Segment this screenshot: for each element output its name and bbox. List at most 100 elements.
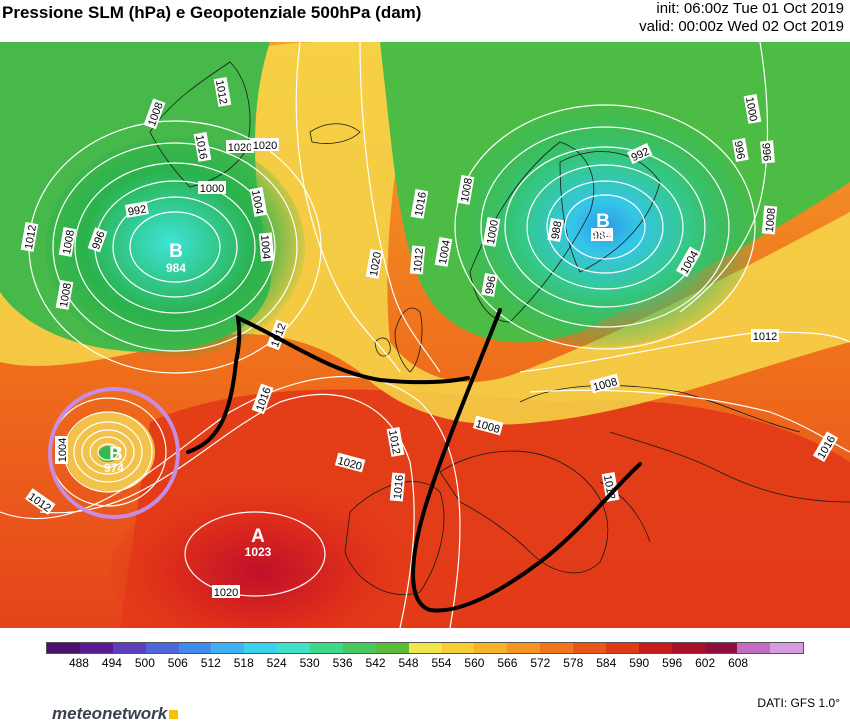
colorbar-segment (770, 643, 804, 653)
highlight-circle (48, 387, 180, 519)
isobar-label: 1004 (57, 438, 69, 462)
colorbar-segment (342, 643, 376, 653)
colorbar (46, 642, 804, 654)
colorbar-segment (178, 643, 212, 653)
colorbar-label: 566 (497, 656, 518, 670)
logo-text: meteonetwork (52, 704, 168, 723)
colorbar-label: 536 (332, 656, 353, 670)
isobar-label: 992 (127, 203, 147, 218)
isobar-label: 1016 (392, 474, 406, 499)
colorbar-segment (573, 643, 606, 653)
colorbar-segment (47, 643, 80, 653)
colorbar-label: 500 (134, 656, 155, 670)
logo-square-icon (169, 710, 179, 719)
isobar-label: 1000 (485, 219, 501, 245)
isobar-label: 1012 (213, 79, 229, 105)
isobar-label: 1012 (753, 331, 777, 343)
run-info: init: 06:00z Tue 01 Oct 2019 valid: 00:0… (639, 0, 844, 36)
colorbar-label: 572 (530, 656, 551, 670)
isobar-label: 1020 (368, 251, 384, 277)
isobar-label: 1008 (58, 282, 74, 308)
low-value: 984 (591, 229, 611, 243)
isobar-label: 1008 (459, 177, 475, 203)
low-letter: B (169, 241, 183, 262)
low-value: 984 (166, 261, 186, 275)
colorbar-label: 530 (299, 656, 320, 670)
colorbar-label: 518 (233, 656, 254, 670)
front-lines (186, 308, 642, 613)
colorbar-label: 542 (365, 656, 386, 670)
high-iberia-shade (110, 482, 410, 628)
isobar-label: 996 (759, 142, 773, 161)
isobar-label: 1016 (193, 134, 209, 160)
pressure-centers: B 984 B 984 B 974 A 1023 (104, 211, 611, 559)
weather-map: 1008 1012 1016 1020 992 996 1000 1004 10… (0, 42, 850, 628)
low-scandinavia-shade (455, 107, 755, 347)
colorbar-segment (244, 643, 278, 653)
isobar-label: 984 (593, 230, 611, 242)
isobar-label: 996 (90, 230, 108, 251)
isobar-label: 996 (732, 140, 747, 160)
isobar-label: 1004 (249, 189, 265, 215)
colorbar-segment (507, 643, 541, 653)
colorbar-label: 578 (563, 656, 584, 670)
low-north-atlantic-shade (45, 137, 305, 357)
isobar-label: 1020 (253, 140, 277, 152)
isobar-label: 1004 (437, 239, 453, 265)
colorbar-segment (112, 643, 146, 653)
colorbar-label: 524 (266, 656, 287, 670)
colorbar-label: 596 (662, 656, 683, 670)
low-letter: B (109, 444, 123, 465)
low-atlantic-small-core (98, 446, 118, 462)
isobar-label: 1000 (743, 96, 759, 122)
low-value: 974 (104, 461, 124, 475)
meteonetwork-logo: meteonetwork (52, 704, 179, 724)
colorbar-labels: 488 494 500 506 512 518 524 530 536 542 548 554 560 5… (46, 656, 804, 672)
colorbar-label: 584 (596, 656, 617, 670)
map-title: Pressione SLM (hPa) e Geopotenziale 500h… (2, 3, 422, 22)
isobar-label: 1020 (214, 587, 238, 599)
colorbar-label: 560 (464, 656, 485, 670)
high-value: 1023 (245, 545, 272, 559)
colorbar-segment (145, 643, 179, 653)
isobar-label: 1012 (386, 429, 402, 455)
data-source: DATI: GFS 1.0° (757, 696, 840, 710)
colorbar-segment (704, 643, 738, 653)
isobar-label: 988 (549, 220, 564, 240)
isobar-label: 1000 (200, 183, 224, 195)
colorbar-segment (211, 643, 245, 653)
colorbar-label: 554 (431, 656, 452, 670)
init-time: init: 06:00z Tue 01 Oct 2019 (656, 0, 844, 17)
colorbar-segment (737, 643, 771, 653)
colorbar-segment (474, 643, 508, 653)
colorbar-segment (671, 643, 705, 653)
high-letter: A (251, 526, 265, 547)
valid-time: valid: 00:00z Wed 02 Oct 2019 (639, 18, 844, 35)
isobars (0, 42, 850, 628)
colorbar-segment (638, 643, 672, 653)
colorbar-label: 602 (695, 656, 716, 670)
colorbar-label: 488 (68, 656, 89, 670)
colorbar-label: 512 (200, 656, 221, 670)
isobar-label: 1008 (764, 207, 778, 232)
isobar-label: 1016 (413, 191, 429, 217)
colorbar-segment (441, 643, 475, 653)
front-line-central (411, 308, 642, 613)
isobar-label: 1008 (61, 229, 77, 255)
colorbar-label: 590 (629, 656, 650, 670)
isobar-label: 1012 (23, 224, 39, 250)
colorbar-segment (79, 643, 113, 653)
front-line-atlantic (186, 314, 470, 454)
isobar-label: 1012 (412, 247, 426, 272)
colorbar-label: 608 (728, 656, 749, 670)
colorbar-label: 494 (101, 656, 122, 670)
colorbar-segment (310, 643, 343, 653)
isobar-label: 1020 (228, 142, 252, 154)
colorbar-label: 506 (167, 656, 188, 670)
isobar-labels: 1008 1012 1016 1020 992 996 1000 1004 10… (20, 76, 839, 599)
colorbar-segment (540, 643, 573, 653)
colorbar-segment (277, 643, 310, 653)
isobar-label: 996 (483, 275, 498, 295)
colorbar-segment (408, 643, 442, 653)
colorbar-segment (605, 643, 639, 653)
